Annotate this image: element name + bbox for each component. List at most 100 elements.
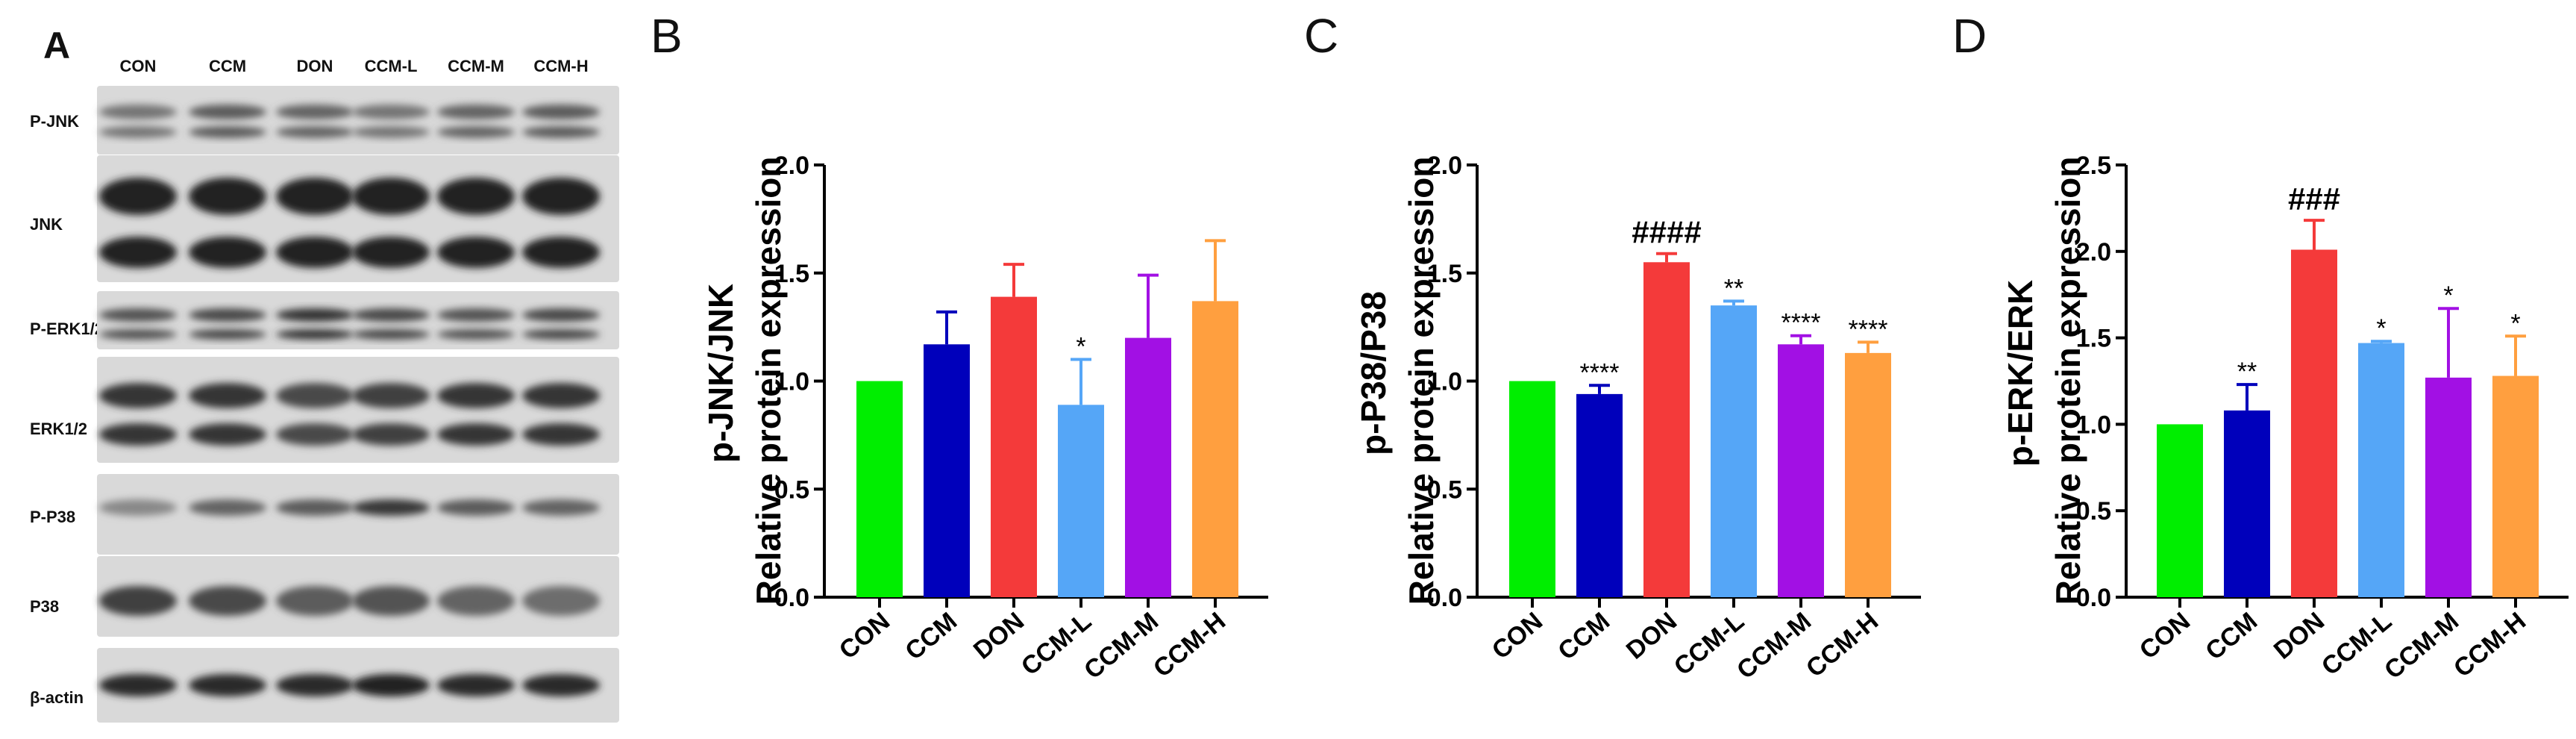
significance-label: * (2376, 314, 2386, 343)
x-tick-label: CCM (1552, 607, 1615, 666)
blot-band (276, 586, 354, 616)
blot-strip (97, 291, 619, 349)
blot-band (437, 586, 515, 616)
chart-panel-c: C p-P38/P38 Relative protein expression0.… (1304, 9, 1921, 685)
blot-band (437, 383, 515, 408)
blot-band (276, 383, 354, 408)
blot-row-label: β-actin (30, 688, 84, 707)
blot-background (97, 86, 619, 155)
blot-band (437, 329, 515, 340)
blot-lane-label: CON (120, 57, 157, 75)
blot-band (437, 105, 515, 119)
significance-label: **** (1580, 358, 1620, 387)
y-tick-label: 0.0 (1427, 584, 1462, 612)
x-tick-label: CCM-M (1732, 607, 1817, 685)
significance-label: #### (1632, 215, 1701, 250)
blot-band (352, 178, 430, 215)
blot-lane-labels: CON CCM DON CCM-L CCM-M CCM-H (120, 57, 589, 75)
significance-label: ### (2288, 181, 2340, 216)
x-tick-label: CCM-H (1801, 607, 1884, 683)
panel-a-western-blot: A CON CCM DON CCM-L CCM-M CCM-H P-JNK JNK P-ERK… (30, 25, 619, 723)
bar (856, 381, 903, 597)
y-tick-label: 1.0 (1427, 368, 1462, 396)
bar (2291, 249, 2337, 597)
y-tick-label: 1.0 (774, 368, 809, 396)
blot-band (99, 674, 177, 696)
blot-band (352, 237, 430, 268)
blot-background (97, 357, 619, 463)
significance-label: ** (2237, 358, 2257, 386)
bar (1125, 337, 1171, 597)
blot-band (352, 499, 430, 516)
x-tick-label: CCM (2200, 607, 2263, 666)
significance-label: * (2443, 281, 2453, 310)
bar (2157, 424, 2203, 597)
blot-band (189, 423, 266, 446)
blot-band (276, 308, 354, 322)
blot-row-label: JNK (30, 215, 63, 234)
blot-band (522, 674, 600, 696)
panel-label-b: B (651, 9, 683, 63)
y-tick-label: 2.0 (774, 152, 809, 180)
y-tick-label: 0.5 (1427, 475, 1462, 504)
chart-panel-d: D p-ERK/ERK Relative protein expression0.… (1952, 9, 2569, 685)
blot-band (352, 586, 430, 616)
y-axis-label-ratio: p-P38/P38 (1354, 291, 1393, 455)
blot-strip (97, 648, 619, 723)
y-axis-label-ratio: p-ERK/ERK (2001, 280, 2040, 467)
blot-band (276, 674, 354, 696)
blot-band (522, 586, 600, 616)
y-tick-label: 2.5 (2076, 152, 2111, 180)
blot-band (189, 237, 266, 268)
blot-band (276, 329, 354, 340)
blot-band (99, 105, 177, 119)
blot-band (189, 499, 266, 516)
bar (1509, 381, 1555, 597)
blot-band (352, 423, 430, 446)
blot-band (522, 105, 600, 119)
blot-band (99, 178, 177, 215)
blot-band (189, 178, 266, 215)
blot-band (99, 586, 177, 616)
x-tick-label: CCM-M (1079, 607, 1164, 685)
blot-band (99, 423, 177, 446)
y-tick-label: 1.5 (1427, 260, 1462, 288)
blot-band (352, 126, 430, 138)
blot-lane-label: CCM (209, 57, 246, 75)
significance-label: * (2510, 309, 2520, 337)
y-tick-label: 1.0 (2076, 411, 2111, 439)
blot-strips (97, 86, 619, 723)
blot-band (437, 178, 515, 215)
y-tick-label: 2.0 (1427, 152, 1462, 180)
bar (1058, 405, 1104, 597)
blot-row-labels: P-JNK JNK P-ERK1/2 ERK1/2 P-P38 P38 β-actin (30, 112, 104, 707)
blot-band (276, 126, 354, 138)
blot-band (99, 237, 177, 268)
blot-lane-label: CCM-M (448, 57, 504, 75)
blot-band (276, 105, 354, 119)
significance-label: **** (1849, 315, 1888, 343)
bar (991, 296, 1037, 597)
blot-band (437, 423, 515, 446)
y-tick-label: 0.5 (2076, 497, 2111, 526)
blot-band (99, 383, 177, 408)
significance-label: **** (1781, 309, 1821, 337)
y-axis-label-title: Relative protein expression (1402, 157, 1441, 605)
blot-band (437, 237, 515, 268)
blot-strip (97, 357, 619, 463)
blot-row-label: P-ERK1/2 (30, 319, 104, 338)
x-tick-label: CCM-H (1148, 607, 1231, 683)
blot-band (437, 126, 515, 138)
bar (1845, 352, 1891, 597)
bar (2492, 375, 2539, 597)
x-tick-label: CON (2134, 607, 2196, 665)
blot-band (276, 178, 354, 215)
blot-band (437, 308, 515, 322)
blot-band (437, 499, 515, 516)
y-tick-label: 0.0 (2076, 584, 2111, 612)
y-tick-label: 0.0 (774, 584, 809, 612)
blot-band (352, 329, 430, 340)
blot-row-label: P38 (30, 597, 59, 616)
blot-band (352, 105, 430, 119)
